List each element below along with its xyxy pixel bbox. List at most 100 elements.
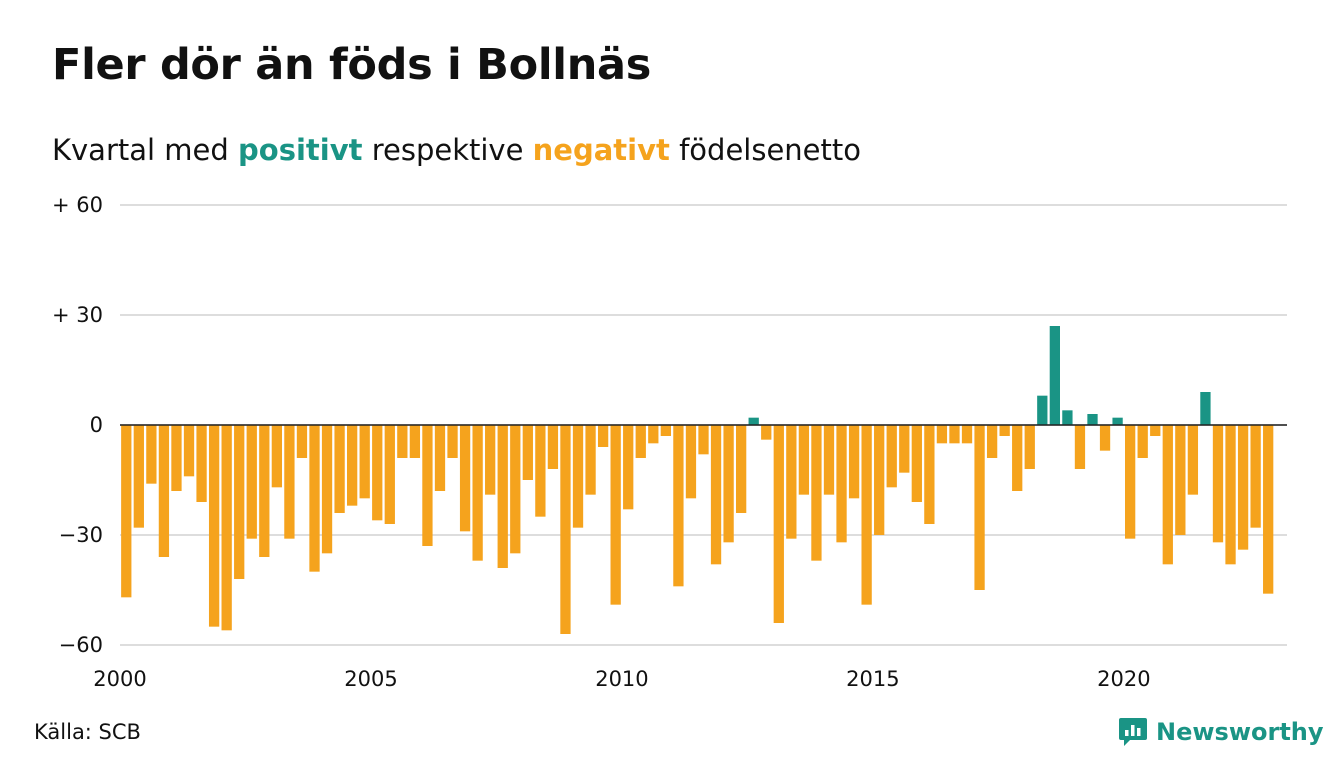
bar-negative xyxy=(158,425,170,557)
bar-negative xyxy=(961,425,973,444)
x-tick-label: 2005 xyxy=(344,667,397,691)
subtitle-negative-word: negativt xyxy=(532,133,670,167)
bar-negative xyxy=(874,425,885,535)
bar-negative xyxy=(447,425,458,458)
bar-negative xyxy=(121,425,132,598)
bar-negative xyxy=(372,425,383,521)
bar-negative xyxy=(196,425,207,502)
bar-negative xyxy=(773,425,784,623)
bar-negative xyxy=(673,425,684,587)
bar-negative xyxy=(710,425,722,565)
y-tick-label: + 30 xyxy=(52,303,103,327)
bar-negative xyxy=(146,425,157,484)
bar-negative xyxy=(1137,425,1148,458)
bar-negative xyxy=(459,425,471,532)
bar-negative xyxy=(434,425,446,491)
bar-negative xyxy=(522,425,533,480)
brand-logo: Newsworthy xyxy=(1118,714,1324,750)
axis-labels: + 60 + 30 0 −30 −60 2000 2005 2010 2015 2020 xyxy=(52,193,1151,691)
bar-negative xyxy=(309,425,320,572)
bar-negative xyxy=(924,425,935,524)
bar-positive xyxy=(1037,395,1048,425)
bar-negative xyxy=(347,425,358,506)
x-tick-label: 2015 xyxy=(846,667,899,691)
bar-negative xyxy=(208,425,220,627)
bar-negative xyxy=(836,425,847,543)
bar-negative xyxy=(1212,425,1224,543)
brand-name: Newsworthy xyxy=(1156,718,1324,746)
bar-negative xyxy=(1162,425,1173,565)
chart-title: Fler dör än föds i Bollnäs xyxy=(52,40,652,90)
bars xyxy=(120,326,1287,634)
bar-negative xyxy=(472,425,483,561)
bar-negative xyxy=(610,425,621,605)
bar-negative xyxy=(334,425,345,513)
bar-negative xyxy=(736,425,747,513)
bar-negative xyxy=(510,425,521,554)
bar-chart: + 60 + 30 0 −30 −60 2000 2005 2010 2015 2020 xyxy=(52,193,1287,691)
bar-negative xyxy=(359,425,370,499)
bar-negative xyxy=(698,425,709,455)
bar-negative xyxy=(485,425,496,495)
bar-positive xyxy=(1087,414,1098,425)
bar-negative xyxy=(886,425,897,488)
bar-negative xyxy=(761,425,772,440)
bar-positive xyxy=(1112,417,1123,425)
bar-negative xyxy=(296,425,308,458)
bar-positive xyxy=(1200,392,1211,425)
bar-negative xyxy=(422,425,433,546)
bar-negative xyxy=(183,425,195,477)
bar-negative xyxy=(949,425,960,444)
bar-negative xyxy=(259,425,270,557)
bar-positive xyxy=(748,417,759,425)
bar-negative xyxy=(384,425,395,524)
bar-negative xyxy=(1074,425,1086,469)
bar-negative xyxy=(899,425,910,473)
bar-negative xyxy=(823,425,835,495)
bar-negative xyxy=(635,425,646,458)
bar-negative xyxy=(1024,425,1035,469)
bar-negative xyxy=(811,425,822,561)
subtitle-text-middle: respektive xyxy=(371,133,524,167)
bar-negative xyxy=(1099,425,1111,451)
chart-subtitle: Kvartal med positivt respektive negativt… xyxy=(52,133,861,167)
bar-negative xyxy=(623,425,634,510)
bar-negative xyxy=(685,425,697,499)
bar-negative xyxy=(409,425,421,458)
bar-negative xyxy=(133,425,144,528)
bar-negative xyxy=(572,425,584,528)
y-tick-label: −60 xyxy=(59,633,103,657)
bar-negative xyxy=(861,425,872,605)
bar-negative xyxy=(1263,425,1274,594)
bar-negative xyxy=(1012,425,1023,491)
bar-negative xyxy=(171,425,182,491)
bar-negative xyxy=(535,425,546,517)
bar-negative xyxy=(284,425,295,539)
bar-negative xyxy=(723,425,734,543)
bar-negative xyxy=(1225,425,1236,565)
bar-negative xyxy=(246,425,257,539)
bar-negative xyxy=(234,425,245,579)
bar-negative xyxy=(999,425,1010,436)
bar-negative xyxy=(936,425,948,444)
bar-negative xyxy=(1125,425,1136,539)
bar-positive xyxy=(1062,410,1073,425)
bar-negative xyxy=(798,425,810,495)
bar-negative xyxy=(1237,425,1249,550)
bar-negative xyxy=(1187,425,1199,495)
x-tick-label: 2000 xyxy=(93,667,146,691)
bar-negative xyxy=(547,425,559,469)
x-tick-label: 2010 xyxy=(595,667,648,691)
bar-negative xyxy=(321,425,333,554)
bar-negative xyxy=(660,425,671,436)
bar-negative xyxy=(1150,425,1161,436)
bar-negative xyxy=(986,425,998,458)
bar-negative xyxy=(1175,425,1186,535)
subtitle-text-after: födelsenetto xyxy=(679,133,861,167)
y-tick-label: 0 xyxy=(90,413,103,437)
bar-negative xyxy=(1250,425,1261,528)
newsworthy-logo-icon xyxy=(1119,718,1147,746)
bar-negative xyxy=(560,425,571,634)
bar-negative xyxy=(597,425,609,447)
bar-negative xyxy=(848,425,860,499)
